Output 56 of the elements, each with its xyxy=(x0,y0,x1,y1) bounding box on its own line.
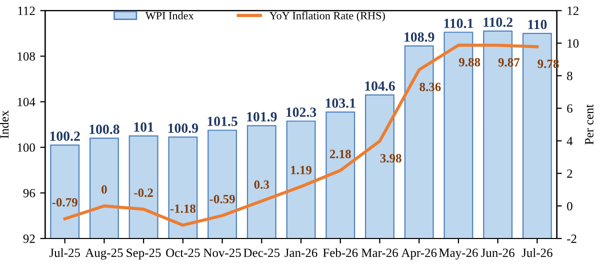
y-tick-label: 104 xyxy=(18,98,36,106)
data-label: -0.59 xyxy=(210,194,235,204)
data-label: 108.9 xyxy=(404,32,434,42)
data-label: 3.98 xyxy=(380,154,402,163)
x-tick-label: Dec-25 xyxy=(244,248,280,258)
x-tick-label: Nov-25 xyxy=(204,248,241,258)
y2-tick-label: 12 xyxy=(568,6,578,15)
data-label: 100.2 xyxy=(50,131,80,141)
y-tick-label: 100 xyxy=(18,143,35,152)
x-tick-label: Oct-25 xyxy=(166,248,200,258)
data-label: 101 xyxy=(134,122,154,132)
data-label: 9.88 xyxy=(458,58,480,66)
data-label: 104.6 xyxy=(365,81,395,91)
x-tick-label: Jun-26 xyxy=(481,248,514,258)
data-label: 103.1 xyxy=(326,98,356,108)
data-label: 100.9 xyxy=(168,124,198,133)
y-tick-label: 112 xyxy=(18,6,35,15)
data-label: 102.3 xyxy=(286,108,316,117)
data-label: 110.1 xyxy=(444,18,473,28)
legend-label: WPI Index xyxy=(145,12,194,20)
data-label: -1.18 xyxy=(170,204,196,213)
y2-tick-label: 6 xyxy=(567,104,572,113)
y2-tick-label: 10 xyxy=(568,39,579,48)
y2-tick-label: 8 xyxy=(567,72,572,80)
y-tick-label: 92 xyxy=(23,234,35,243)
y2-tick-label: 0 xyxy=(567,202,572,210)
y-axis-title: Index xyxy=(0,110,9,138)
x-tick-label: Jul-25 xyxy=(49,248,80,258)
data-label: 0.3 xyxy=(254,180,270,189)
y2-tick-label: -2 xyxy=(567,234,576,243)
x-tick-label: Apr-26 xyxy=(401,248,437,260)
y2-tick-label: 4 xyxy=(566,136,573,146)
data-label: 2.18 xyxy=(330,150,351,158)
x-tick-label: Sep-25 xyxy=(126,248,161,260)
x-tick-label: Jul-26 xyxy=(522,248,552,258)
x-tick-label: May-26 xyxy=(439,248,478,260)
data-label: -0.2 xyxy=(134,188,153,197)
data-label: 100.8 xyxy=(90,124,120,134)
legend-label: YoY Inflation Rate (RHS) xyxy=(269,11,385,22)
data-label: 1.19 xyxy=(291,166,312,174)
x-tick-label: Jan-26 xyxy=(284,248,318,258)
data-label: 0 xyxy=(102,185,107,194)
x-tick-label: Aug-25 xyxy=(85,248,123,260)
data-label: 9.87 xyxy=(498,58,520,67)
y-tick-label: 108 xyxy=(18,52,35,61)
data-label: 101.5 xyxy=(208,116,238,126)
data-label: 8.36 xyxy=(420,82,441,92)
y2-axis-title: Per cent xyxy=(585,104,594,144)
data-label: 110.2 xyxy=(484,18,512,27)
y2-tick-label: 2 xyxy=(567,169,572,178)
x-tick-label: Feb-26 xyxy=(323,248,358,258)
data-label: -0.79 xyxy=(52,198,78,207)
data-label: 110 xyxy=(528,20,547,30)
data-label: 101.9 xyxy=(247,112,277,122)
y-tick-label: 96 xyxy=(23,188,36,198)
x-tick-label: Mar-26 xyxy=(361,248,398,258)
